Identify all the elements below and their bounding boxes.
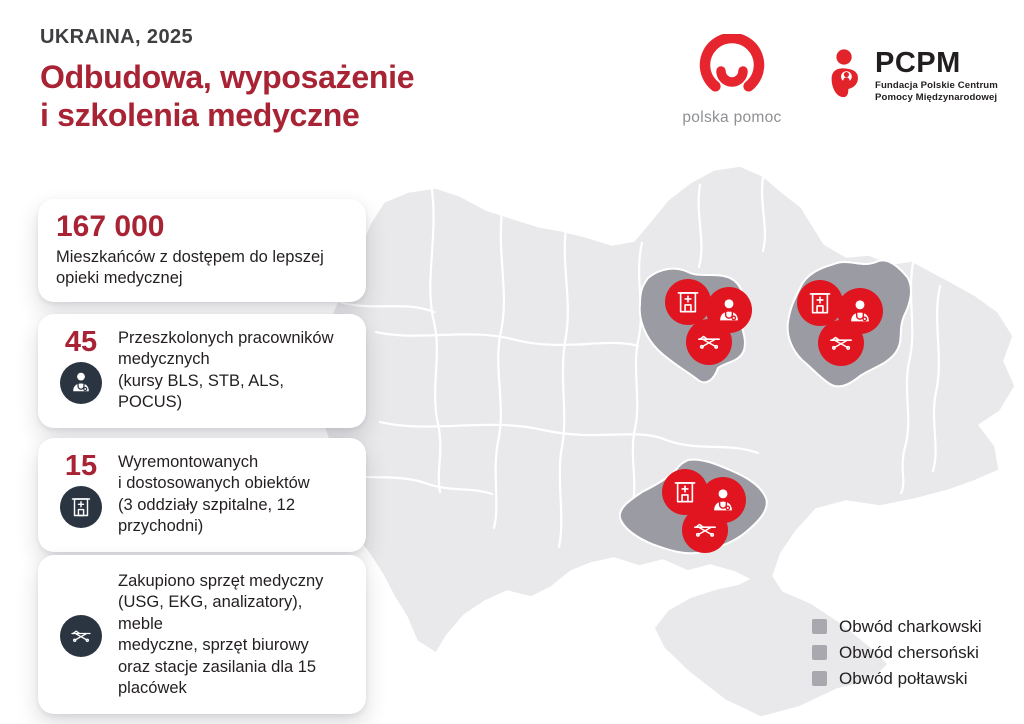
legend-item-kherson: Obwód chersoński xyxy=(812,642,982,662)
stat-card-residents: 167 000 Mieszkańców z dostępem do lepsze… xyxy=(38,199,366,302)
cluster-poltava xyxy=(665,279,752,365)
legend-item-kharkiv: Obwód charkowski xyxy=(812,616,982,636)
stat-text: Przeszkolonych pracowników medycznych (k… xyxy=(118,329,334,412)
pcpm-figure-icon xyxy=(831,49,858,98)
stat-card-trained-staff: 45 Przeszkolonych pracowników medycznych… xyxy=(38,314,366,428)
stat-card-equipment: Zakupiono sprzęt medyczny (USG, EKG, ana… xyxy=(38,555,366,714)
stat-value: 45 xyxy=(64,326,98,358)
legend-swatch xyxy=(812,645,827,660)
cluster-kharkiv xyxy=(797,280,883,366)
medic-icon xyxy=(60,362,102,404)
polska-pomoc-logo: polska pomoc xyxy=(668,32,796,127)
hospital-icon xyxy=(60,486,102,528)
legend-item-poltava: Obwód połtawski xyxy=(812,668,982,688)
stat-text: Mieszkańców z dostępem do lepszej opieki… xyxy=(56,248,324,288)
map-icon-clusters xyxy=(662,279,883,553)
page-title: Odbudowa, wyposażenie i szkolenia medycz… xyxy=(40,59,415,133)
legend-label: Obwód połtawski xyxy=(839,668,968,688)
stat-value: 167 000 xyxy=(56,210,165,243)
legend-swatch xyxy=(812,671,827,686)
pcpm-subtitle: Fundacja Polskie Centrum Pomocy Międzyna… xyxy=(875,80,998,104)
kicker: UKRAINA, 2025 xyxy=(40,26,194,48)
polska-pomoc-label: polska pomoc xyxy=(682,109,782,126)
header: UKRAINA, 2025 Odbudowa, wyposażenie i sz… xyxy=(40,26,415,134)
stat-card-renovated-facilities: 15 Wyremontowanych i dostosowanych obiek… xyxy=(38,438,366,552)
stat-text: Wyremontowanych i dostosowanych obiektów… xyxy=(118,453,310,536)
legend-label: Obwód chersoński xyxy=(839,642,979,662)
stat-left-column xyxy=(54,612,108,657)
stat-left-column: 45 xyxy=(54,326,108,414)
stat-left-column: 15 xyxy=(54,450,108,538)
pcpm-name: PCPM xyxy=(875,47,961,79)
stat-value: 15 xyxy=(64,450,98,482)
pcpm-logo: PCPM Fundacja Polskie Centrum Pomocy Mię… xyxy=(824,48,998,108)
legend-swatch xyxy=(812,619,827,634)
legend-label: Obwód charkowski xyxy=(839,616,982,636)
cluster-kherson xyxy=(662,469,746,553)
map-legend: Obwód charkowski Obwód chersoński Obwód … xyxy=(812,616,982,696)
stat-text: Zakupiono sprzęt medyczny (USG, EKG, ana… xyxy=(118,572,324,698)
polska-pomoc-smile-icon xyxy=(699,32,765,92)
pcpm-text-block: PCPM Fundacja Polskie Centrum Pomocy Mię… xyxy=(875,48,998,105)
stretcher-icon xyxy=(60,614,102,657)
